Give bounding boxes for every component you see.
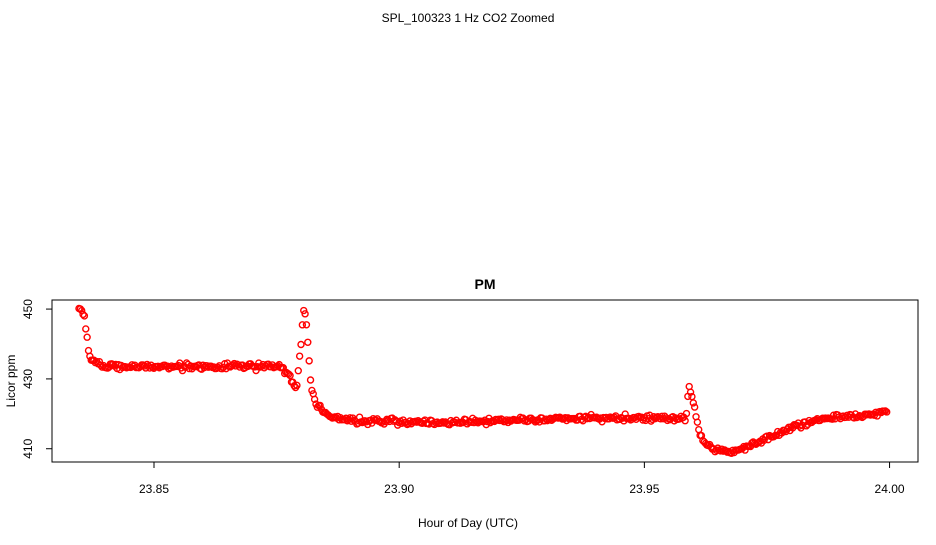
data-point (682, 409, 691, 418)
data-point (82, 325, 90, 333)
x-axis-label: Hour of Day (UTC) (418, 516, 518, 530)
data-point (883, 408, 891, 416)
y-tick-label: 410 (21, 438, 35, 458)
data-point (293, 381, 301, 390)
data-point (298, 321, 307, 329)
x-tick-label: 23.85 (139, 482, 169, 496)
data-point (306, 376, 315, 384)
y-tick-label: 430 (21, 369, 35, 389)
data-point (83, 333, 91, 341)
page-title: SPL_100323 1 Hz CO2 Zoomed (382, 11, 555, 25)
data-point (304, 338, 312, 346)
data-point (690, 403, 699, 411)
data-point (681, 417, 689, 425)
data-point (300, 306, 308, 315)
plot-frame (51, 299, 919, 463)
x-tick-label: 23.95 (629, 482, 659, 496)
x-axis: 23.85 23.90 23.95 24.00 (139, 461, 905, 496)
data-point (301, 310, 309, 318)
data-point (316, 401, 324, 410)
plot-title: PM (475, 276, 496, 292)
data-point (285, 370, 293, 378)
y-axis: 410 430 450 (21, 299, 53, 459)
data-point (302, 321, 311, 329)
data-point (297, 340, 305, 349)
data-point (286, 371, 294, 380)
data-point (79, 310, 87, 319)
x-tick-label: 23.90 (384, 482, 414, 496)
data-point (80, 312, 89, 320)
y-tick-label: 450 (21, 299, 35, 319)
data-point (828, 415, 836, 423)
data-point (294, 367, 302, 375)
data-point (305, 357, 313, 365)
data-point (689, 399, 697, 407)
data-point (308, 386, 316, 395)
data-point (295, 352, 304, 360)
y-axis-label: Licor ppm (4, 355, 18, 408)
data-point (290, 382, 298, 390)
data-point (693, 418, 702, 426)
data-points (75, 304, 891, 457)
data-point (310, 395, 319, 404)
data-point (76, 305, 85, 313)
data-point (686, 388, 695, 396)
x-tick-label: 24.00 (875, 482, 905, 496)
